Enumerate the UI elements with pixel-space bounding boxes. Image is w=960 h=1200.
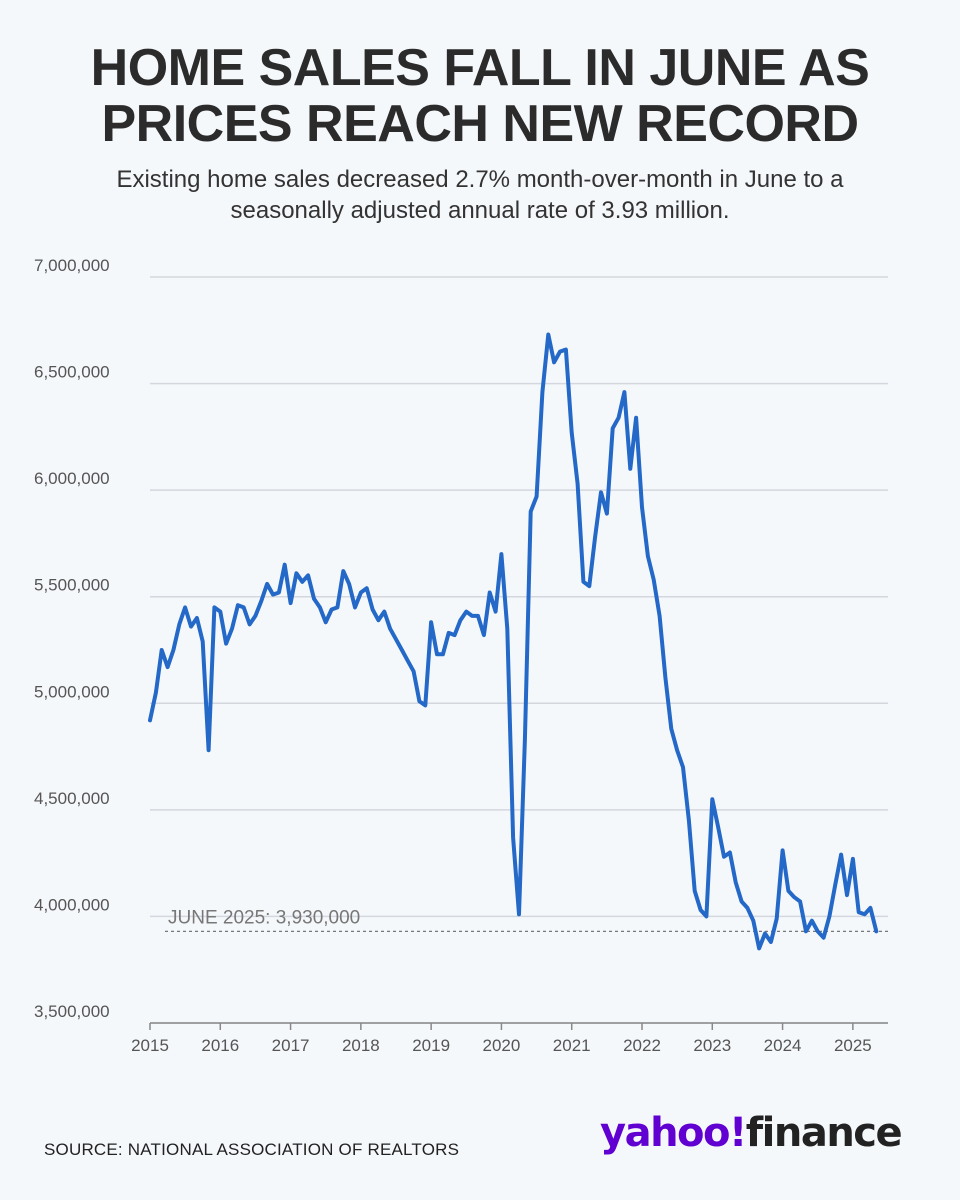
chart-subtitle-line-1: Existing home sales decreased 2.7% month…: [116, 166, 844, 193]
yahoo-finance-logo: yahoo!finance: [600, 1108, 903, 1158]
y-axis-tick-labels: 3,500,000 4,000,000 4,500,000 5,000,000 5,50…: [34, 256, 110, 1021]
x-tick-label: 2023: [693, 1036, 731, 1055]
y-tick-label: 6,500,000: [34, 363, 110, 382]
y-tick-label: 3,500,000: [34, 1002, 110, 1021]
reference-label: JUNE 2025: 3,930,000: [168, 907, 360, 928]
x-tick-label: 2022: [623, 1036, 661, 1055]
x-tick-label: 2021: [553, 1036, 591, 1055]
y-tick-label: 5,000,000: [34, 682, 110, 701]
x-tick-label: 2024: [764, 1036, 802, 1055]
chart-title-line-1: HOME SALES FALL IN JUNE AS: [90, 39, 870, 97]
series-line-existing-home-sales: [148, 332, 879, 951]
logo-finance: finance: [745, 1110, 903, 1156]
chart-title-line-2: PRICES REACH NEW RECORD: [101, 95, 860, 153]
y-tick-label: 5,500,000: [34, 576, 110, 595]
x-tick-label: 2019: [412, 1036, 450, 1055]
y-tick-label: 4,000,000: [34, 895, 110, 914]
source-note: SOURCE: NATIONAL ASSOCIATION OF REALTORS: [44, 1140, 460, 1159]
x-tick-label: 2020: [483, 1036, 521, 1055]
line-chart: 3,500,000 4,000,000 4,500,000 5,000,000 5,50…: [34, 256, 888, 1055]
chart-title: HOME SALES FALL IN JUNE AS PRICES REACH …: [0, 40, 960, 152]
y-tick-label: 4,500,000: [34, 789, 110, 808]
x-tick-label: 2015: [131, 1036, 169, 1055]
y-tick-label: 7,000,000: [34, 256, 110, 275]
chart-subtitle: Existing home sales decreased 2.7% month…: [0, 164, 960, 226]
x-tick-label: 2018: [342, 1036, 380, 1055]
x-tick-label: 2025: [834, 1036, 872, 1055]
logo-yahoo: yahoo!: [600, 1110, 747, 1156]
june-2025-reference: JUNE 2025: 3,930,000: [165, 907, 888, 932]
y-tick-label: 6,000,000: [34, 469, 110, 488]
chart-subtitle-line-2: seasonally adjusted annual rate of 3.93 …: [230, 197, 730, 224]
x-tick-label: 2016: [201, 1036, 239, 1055]
x-axis: 2015 2016 2017 2018 2019 2020 2021 2022 2023 2024…: [131, 1022, 888, 1055]
x-tick-label: 2017: [272, 1036, 310, 1055]
series-layer: [148, 332, 879, 951]
